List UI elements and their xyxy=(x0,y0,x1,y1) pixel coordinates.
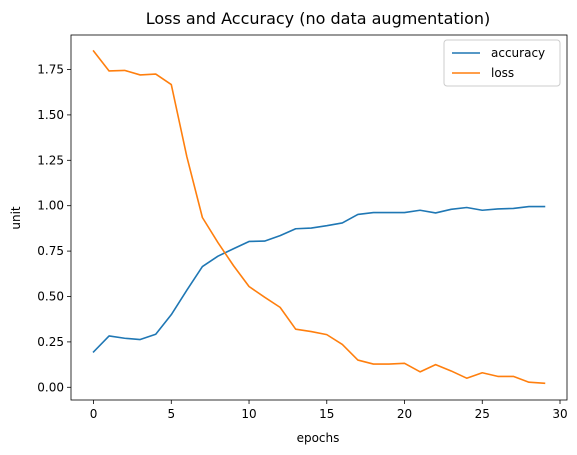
x-tick-label: 5 xyxy=(167,407,175,421)
chart-title: Loss and Accuracy (no data augmentation) xyxy=(146,9,491,28)
x-axis-label: epochs xyxy=(297,431,340,445)
y-tick-label: 1.50 xyxy=(37,108,64,122)
y-tick-label: 1.00 xyxy=(37,199,64,213)
y-tick-label: 0.25 xyxy=(37,335,64,349)
x-tick-label: 10 xyxy=(241,407,256,421)
y-axis-label: unit xyxy=(9,206,23,230)
legend-label-loss: loss xyxy=(491,66,514,80)
x-tick-label: 30 xyxy=(552,407,567,421)
x-tick-label: 0 xyxy=(90,407,98,421)
y-tick-label: 0.50 xyxy=(37,289,64,303)
y-tick-label: 1.25 xyxy=(37,153,64,167)
series-line-accuracy xyxy=(92,205,546,354)
plot-frame xyxy=(70,34,568,401)
legend-label-accuracy: accuracy xyxy=(491,46,545,60)
y-tick-label: 1.75 xyxy=(37,63,64,77)
x-tick-label: 25 xyxy=(475,407,490,421)
y-tick-label: 0.75 xyxy=(37,244,64,258)
x-tick-label: 20 xyxy=(397,407,412,421)
series-line-loss xyxy=(92,49,546,385)
y-tick-label: 0.00 xyxy=(37,380,64,394)
legend-box xyxy=(443,39,561,87)
x-tick-label: 15 xyxy=(319,407,334,421)
